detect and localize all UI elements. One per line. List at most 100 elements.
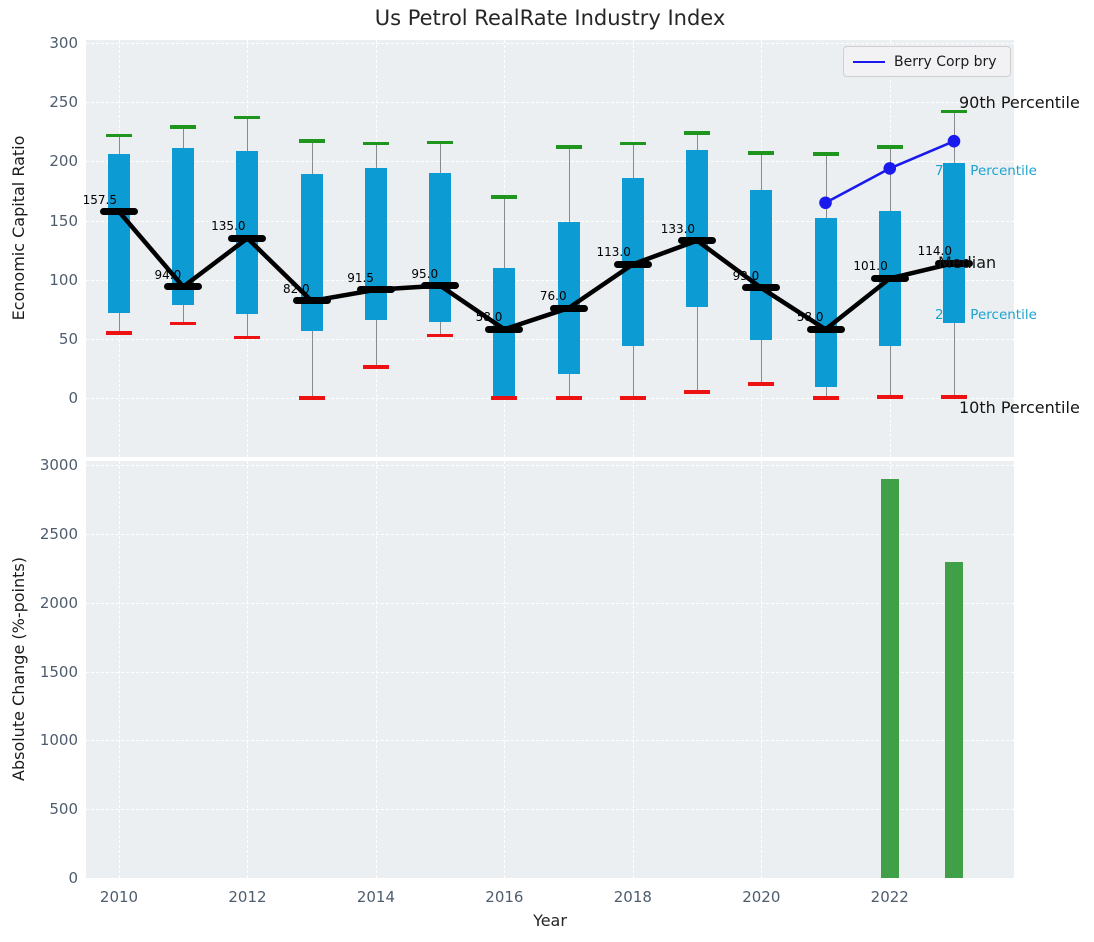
gridline <box>375 461 377 878</box>
p90-annotation: 90th Percentile <box>958 92 1080 112</box>
median-label-2015: 95.0 <box>411 266 439 281</box>
x-tick-label: 2022 <box>870 888 909 906</box>
top-y-tick-label: 250 <box>49 93 78 112</box>
median-dash-2011 <box>164 283 203 291</box>
p10-cap-2017 <box>555 396 582 400</box>
legend-label: Berry Corp bry <box>894 53 997 70</box>
median-label-2014: 91.5 <box>347 270 374 285</box>
x-tick-label: 2020 <box>742 888 781 906</box>
gridline <box>761 461 763 878</box>
median-dash-2016 <box>485 325 524 333</box>
x-tick-label: 2018 <box>613 888 652 906</box>
p90-cap-2010 <box>106 133 132 138</box>
x-axis-label: Year <box>533 911 567 930</box>
median-label-2017: 76.0 <box>539 289 567 304</box>
median-dash-2022 <box>870 274 909 282</box>
box-2021 <box>814 218 837 388</box>
p90-cap-2013 <box>298 139 325 143</box>
box-2015 <box>429 173 452 323</box>
top-y-tick-label: 200 <box>49 152 78 171</box>
median-label-2016: 58.0 <box>475 310 503 325</box>
median-dash-2010 <box>100 208 138 216</box>
gridline <box>504 461 506 878</box>
gridline <box>632 461 634 878</box>
legend: Berry Corp bry <box>843 46 1011 77</box>
p90-cap-2012 <box>234 115 261 120</box>
median-annotation: Median <box>937 253 997 273</box>
box-2014 <box>364 168 387 320</box>
median-label-2018: 113.0 <box>596 245 631 260</box>
box-2013 <box>300 174 323 331</box>
x-tick-label: 2012 <box>228 888 267 906</box>
median-dash-2014 <box>356 286 395 294</box>
p90-cap-2018 <box>619 141 646 146</box>
gridline <box>86 102 1014 104</box>
p90-cap-2011 <box>170 125 197 129</box>
bottom-y-tick-label: 0 <box>68 869 78 887</box>
top-y-tick-label: 50 <box>58 329 78 348</box>
p10-cap-2020 <box>748 382 775 386</box>
p90-cap-2023 <box>940 109 967 114</box>
median-dash-2019 <box>678 237 717 245</box>
gridline <box>86 465 1014 466</box>
p10-cap-2021 <box>812 396 839 400</box>
legend-line-sample <box>853 60 885 63</box>
bottom-y-tick-label: 2000 <box>39 593 78 612</box>
gridline <box>86 161 1014 163</box>
bottom-y-tick-label: 1000 <box>39 731 78 750</box>
p90-cap-2014 <box>362 141 389 146</box>
median-dash-2021 <box>806 325 845 333</box>
median-dash-2017 <box>549 304 588 312</box>
median-label-2019: 133.0 <box>660 221 696 236</box>
top-y-tick-label: 150 <box>49 211 78 230</box>
p90-cap-2021 <box>812 152 839 156</box>
gridline <box>86 671 1014 673</box>
box-2010 <box>108 154 130 313</box>
box-2020 <box>750 189 773 340</box>
gridline <box>86 809 1014 811</box>
gridline <box>86 398 1014 399</box>
median-label-2011: 94.0 <box>154 267 182 282</box>
p10-cap-2010 <box>106 331 132 335</box>
bar-2023 <box>944 562 963 878</box>
median-dash-2015 <box>421 282 460 290</box>
x-tick-label: 2014 <box>356 888 395 906</box>
median-dash-2020 <box>742 284 781 292</box>
p90-cap-2016 <box>491 195 518 199</box>
median-label-2010: 157.5 <box>82 192 117 207</box>
bottom-plot-area <box>86 461 1014 879</box>
median-label-2022: 101.0 <box>853 259 888 274</box>
top-y-tick-label: 300 <box>49 34 78 52</box>
p10-cap-2014 <box>362 365 389 369</box>
p10-cap-2016 <box>491 396 518 400</box>
x-tick-label: 2016 <box>485 888 524 906</box>
p10-cap-2022 <box>876 395 903 399</box>
gridline <box>119 461 120 878</box>
gridline <box>86 878 1014 879</box>
gridline <box>247 461 249 878</box>
bottom-y-tick-label: 1500 <box>39 662 78 681</box>
box-2023 <box>942 162 965 324</box>
median-dash-2013 <box>292 297 331 305</box>
p10-cap-2018 <box>619 396 646 400</box>
gridline <box>86 533 1014 535</box>
gridline <box>86 338 1014 340</box>
median-label-2021: 58.0 <box>796 310 824 325</box>
median-dash-2018 <box>613 260 652 268</box>
median-label-2020: 93.0 <box>732 268 760 283</box>
p90-cap-2017 <box>555 145 582 149</box>
bar-2022 <box>880 478 899 878</box>
bottom-y-tick-label: 500 <box>49 800 78 819</box>
median-dash-2012 <box>228 234 267 242</box>
p10-cap-2013 <box>298 396 325 400</box>
p90-cap-2019 <box>684 131 711 135</box>
bottom-y-tick-label: 2500 <box>39 524 78 543</box>
p90-cap-2020 <box>748 151 775 155</box>
top-y-tick-label: 100 <box>49 270 78 289</box>
p90-cap-2015 <box>427 140 454 145</box>
p10-annotation: 10th Percentile <box>958 397 1080 417</box>
gridline <box>86 602 1014 604</box>
gridline <box>86 740 1014 742</box>
gridline <box>86 43 1014 44</box>
